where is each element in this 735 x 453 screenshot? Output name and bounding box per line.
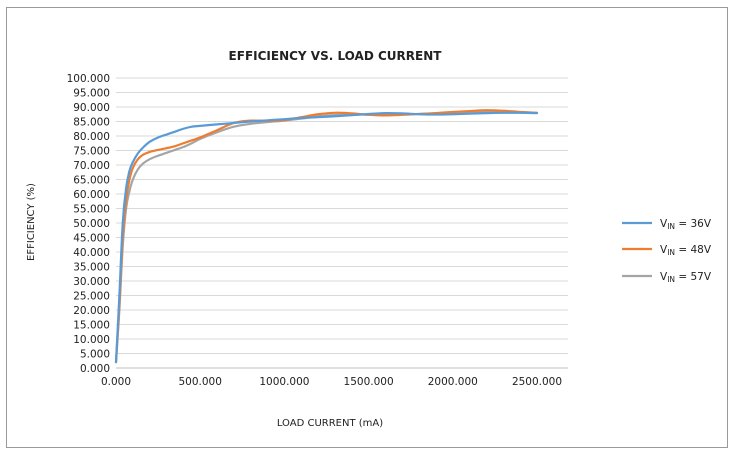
- y-tick-label: 15.000: [73, 320, 110, 332]
- y-tick-label: 100.000: [67, 73, 110, 85]
- y-tick-label: 80.000: [73, 131, 110, 143]
- chart-title: EFFICIENCY VS. LOAD CURRENT: [229, 49, 443, 63]
- y-tick-label: 70.000: [73, 160, 110, 172]
- y-tick-label: 50.000: [73, 218, 110, 230]
- legend-label: VIN = 48V: [660, 244, 712, 257]
- grid-lines: [116, 77, 568, 369]
- x-tick-label: 2500.000: [512, 376, 562, 388]
- x-tick-label: 2000.000: [428, 376, 478, 388]
- y-tick-label: 40.000: [73, 247, 110, 259]
- y-tick-labels: 0.000 5.000 10.000 15.000 20.000 25.000 30.000…: [67, 73, 110, 375]
- y-tick-label: 0.000: [80, 363, 110, 375]
- y-tick-label: 20.000: [73, 305, 110, 317]
- y-tick-label: 30.000: [73, 276, 110, 288]
- y-tick-label: 95.000: [73, 88, 110, 100]
- x-tick-label: 500.000: [178, 376, 221, 388]
- x-tick-label: 1000.000: [259, 376, 309, 388]
- chart-frame: [6, 7, 728, 448]
- x-tick-label: 0.000: [101, 376, 131, 388]
- y-tick-label: 35.000: [73, 262, 110, 274]
- x-tick-label: 1500.000: [344, 376, 394, 388]
- y-tick-label: 45.000: [73, 233, 110, 245]
- x-tick-labels: 0.000 500.000 1000.000 1500.000 2000.000 2500…: [101, 376, 562, 388]
- y-tick-label: 75.000: [73, 146, 110, 158]
- y-axis-label: EFFICIENCY (%): [26, 183, 37, 261]
- y-tick-label: 5.000: [80, 349, 110, 361]
- y-tick-label: 90.000: [73, 102, 110, 114]
- legend-label: VIN = 36V: [660, 218, 712, 231]
- y-tick-label: 10.000: [73, 334, 110, 346]
- legend-label: VIN = 57V: [660, 271, 712, 284]
- y-tick-label: 65.000: [73, 175, 110, 187]
- series-line-1: [114, 111, 539, 364]
- x-axis-label: LOAD CURRENT (mA): [277, 418, 383, 429]
- series-lines: [114, 109, 539, 364]
- y-tick-label: 55.000: [73, 204, 110, 216]
- legend: VIN = 36V VIN = 48V VIN = 57V: [622, 218, 712, 284]
- y-tick-label: 60.000: [73, 189, 110, 201]
- y-tick-label: 85.000: [73, 117, 110, 129]
- y-tick-label: 25.000: [73, 291, 110, 303]
